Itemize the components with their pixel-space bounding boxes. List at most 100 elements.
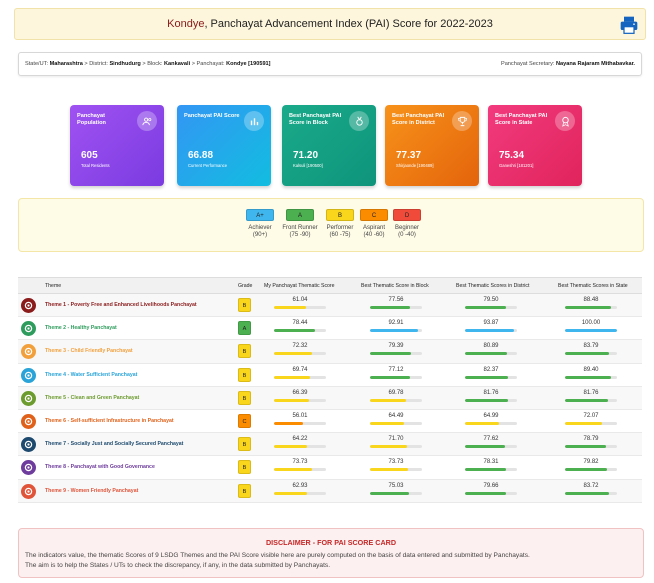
table-row: Theme 3 - Child Friendly Panchayat B 72.32… — [18, 340, 642, 364]
state-score-value: 100.00 — [581, 320, 601, 327]
population-card: Panchayat Population 605 Total Residents — [70, 105, 164, 186]
legend-label: Front Runner — [282, 225, 318, 231]
state-score-bar — [565, 491, 617, 495]
print-icon[interactable] — [619, 15, 639, 35]
district-score-value: 78.31 — [483, 459, 499, 466]
theme-name[interactable]: Theme 5 - Clean and Green Panchayat — [45, 394, 140, 401]
header-theme: Theme — [45, 283, 62, 289]
disclaimer-box: DISCLAIMER - FOR PAI SCORE CARD The indi… — [18, 528, 644, 578]
page-title: Kondye, Panchayat Advancement Index (PAI… — [167, 18, 493, 30]
legend-item-front-runner: A Front Runner (75 -90) — [280, 209, 320, 238]
my-score-bar — [274, 375, 326, 379]
legend-label: Beginner — [394, 225, 420, 231]
my-score-value: 69.74 — [292, 366, 308, 373]
legend-swatch: A+ — [246, 209, 274, 221]
theme-icon — [21, 344, 36, 360]
table-row: Theme 1 - Poverty Free and Enhanced Live… — [18, 294, 642, 318]
title-place: Kondye — [167, 18, 205, 30]
card-value: 75.34 — [499, 150, 525, 161]
block-score: 77.12 — [366, 367, 426, 379]
block-score-bar — [370, 398, 422, 402]
my-score: 56.01 — [270, 413, 330, 425]
district-score-bar — [465, 468, 517, 472]
my-score-bar — [274, 445, 326, 449]
theme-name[interactable]: Theme 2 - Healthy Panchayat — [45, 325, 117, 332]
legend-item-aspirant: C Aspirant (40 -60) — [354, 209, 394, 238]
state-score: 83.79 — [561, 343, 621, 356]
legend-label: Achiever — [248, 225, 272, 231]
disclaimer-text-2: The aim is to help the States / UTs to c… — [25, 562, 331, 569]
secretary-value: Nayana Rajaram Mithabavkar. — [556, 61, 635, 67]
district-score-value: 77.62 — [483, 436, 499, 443]
table-row: Theme 4 - Water Sufficient Panchayat B 69.… — [18, 364, 642, 387]
block-score: 69.78 — [366, 390, 426, 402]
grade-badge: B — [238, 390, 251, 405]
page-title-bar: Kondye, Panchayat Advancement Index (PAI… — [14, 8, 646, 40]
district-score-value: 93.87 — [483, 320, 499, 327]
best-block-card: Best Panchayat PAI Score in Block 71.20 … — [282, 105, 376, 186]
bar-chart-icon — [244, 111, 264, 131]
block-score-value: 92.91 — [388, 320, 404, 327]
state-score-bar — [565, 352, 617, 356]
theme-icon — [21, 483, 36, 499]
breadcrumb: State/UT: Maharashtra > District: Sindhu… — [18, 52, 642, 76]
table-row: Theme 5 - Clean and Green Panchayat B 66.3… — [18, 386, 642, 410]
legend-item-beginner: D Beginner (0 -40) — [387, 209, 427, 238]
grade-badge: B — [238, 298, 251, 312]
state-score-value: 83.72 — [583, 482, 599, 489]
grade-badge: B — [238, 437, 251, 452]
legend-swatch: A — [286, 209, 314, 221]
block-score-bar — [370, 375, 422, 379]
block-score: 64.49 — [366, 413, 426, 425]
block-score-bar — [370, 306, 422, 309]
my-score-value: 72.32 — [292, 343, 308, 350]
state-score-value: 83.79 — [583, 343, 599, 350]
grade-badge: B — [238, 344, 251, 359]
legend-range: (90+) — [252, 232, 268, 238]
block-score-bar — [370, 352, 422, 356]
my-score-value: 73.73 — [292, 459, 308, 466]
card-subtitle: Current Performance — [188, 163, 228, 168]
my-score: 72.32 — [270, 343, 330, 356]
state-score: 89.40 — [561, 367, 621, 379]
card-title: Panchayat Population — [77, 113, 106, 127]
theme-icon — [21, 321, 36, 337]
my-score: 78.44 — [270, 320, 330, 333]
district-score-value: 79.66 — [483, 482, 499, 489]
legend-range: (75 -90) — [289, 232, 311, 238]
block-score-bar — [370, 329, 422, 333]
block-score-value: 75.03 — [388, 482, 404, 489]
district-score-bar — [465, 445, 517, 449]
my-score: 61.04 — [270, 297, 330, 309]
my-score: 66.39 — [270, 390, 330, 402]
state-score-bar — [565, 445, 617, 449]
theme-name[interactable]: Theme 6 - Self-sufficient Infrastructure… — [45, 417, 174, 424]
card-subtitle: Shirjaonde [190489] — [396, 163, 434, 168]
state-label: State/UT: — [25, 61, 49, 67]
card-value: 605 — [81, 150, 98, 161]
state-score: 88.48 — [561, 297, 621, 309]
state-score-value: 79.82 — [583, 459, 599, 466]
table-row: Theme 9 - Women Friendly Panchayat B 62.93… — [18, 479, 642, 503]
theme-name[interactable]: Theme 8 - Panchayat with Good Governance — [45, 464, 155, 471]
secretary-info: Panchayat Secretary: Nayana Rajaram Mith… — [501, 61, 635, 67]
district-score-bar — [465, 329, 517, 333]
district-score-bar — [465, 375, 517, 379]
grade-badge: B — [238, 367, 251, 382]
theme-name[interactable]: Theme 4 - Water Sufficient Panchayat — [45, 371, 138, 378]
my-score-bar — [274, 398, 326, 402]
my-score-value: 61.04 — [292, 297, 308, 303]
pai-score-card: Panchayat PAI Score 66.88 Current Perfor… — [177, 105, 271, 186]
block-score: 92.91 — [366, 320, 426, 333]
district-score-value: 81.76 — [483, 389, 499, 396]
theme-name[interactable]: Theme 1 - Poverty Free and Enhanced Live… — [45, 302, 197, 308]
district-score-value: 64.99 — [483, 412, 499, 419]
block-score: 73.73 — [366, 459, 426, 472]
theme-name[interactable]: Theme 7 - Socially Just and Socially Sec… — [45, 441, 184, 448]
theme-name[interactable]: Theme 9 - Women Friendly Panchayat — [45, 487, 139, 494]
legend-item-achiever: A+ Achiever (90+) — [240, 209, 280, 238]
users-icon — [137, 111, 157, 131]
theme-icon — [21, 367, 36, 383]
legend-range: (40 -60) — [363, 232, 385, 238]
theme-name[interactable]: Theme 3 - Child Friendly Panchayat — [45, 348, 133, 355]
